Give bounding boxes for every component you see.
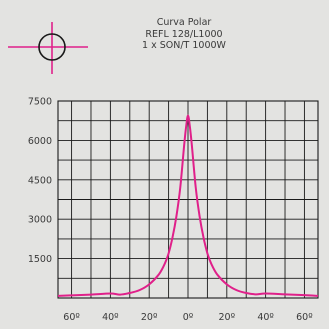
crosshair-circle-icon — [8, 22, 88, 74]
plot-frame — [57, 100, 319, 299]
lamp-spec: 1 x SON/T 1000W — [142, 40, 226, 51]
x-tick-label: 20º — [219, 312, 236, 323]
x-tick-label: 40º — [102, 312, 119, 323]
luminaire-model: REFL 128/L1000 — [145, 28, 223, 40]
y-tick-label: 1500 — [28, 254, 52, 265]
x-tick-label: 40º — [257, 312, 274, 323]
x-tick-label: 0º — [183, 312, 194, 323]
x-tick-label: 60º — [63, 312, 80, 323]
y-tick-label: 7500 — [28, 97, 52, 108]
intensity-curve — [57, 114, 319, 297]
y-tick-label: 4500 — [28, 175, 52, 186]
y-tick-label: 6000 — [28, 136, 52, 147]
chart-header: Curva Polar REFL 128/L1000 1 x SON/T 100… — [100, 17, 268, 52]
y-tick-label: 3000 — [28, 215, 52, 226]
x-tick-label: 20º — [141, 312, 158, 323]
x-tick-label: 60º — [296, 312, 313, 323]
chart-title: Curva Polar — [156, 17, 212, 28]
